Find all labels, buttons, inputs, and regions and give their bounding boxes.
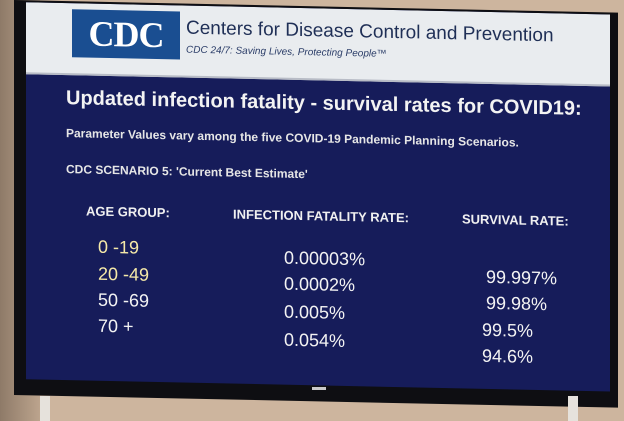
slide-content: Updated infection fatality - survival ra… — [26, 74, 610, 391]
television-frame: CDC Centers for Disease Control and Prev… — [14, 0, 618, 408]
fatality-rate-cell: 0.0002% — [284, 273, 356, 296]
slide-subtitle: Parameter Values vary among the five COV… — [66, 126, 519, 150]
cdc-logo: CDC — [72, 9, 180, 60]
survival-rate-cell: 99.5% — [482, 319, 534, 341]
cdc-header: CDC Centers for Disease Control and Prev… — [26, 2, 610, 87]
survival-rate-cell: 99.997% — [486, 266, 558, 289]
fatality-rate-header: INFECTION FATALITY RATE: — [233, 206, 409, 226]
organization-name: Centers for Disease Control and Preventi… — [186, 17, 554, 47]
age-cell: 50 -69 — [98, 289, 150, 311]
slide-title: Updated infection fatality - survival ra… — [66, 87, 582, 120]
survival-rate-cell: 94.6% — [482, 345, 534, 367]
age-cell: 20 -49 — [98, 263, 150, 285]
scenario-label: CDC SCENARIO 5: 'Current Best Estimate' — [66, 162, 308, 182]
tv-stand-right — [568, 396, 578, 421]
age-cell: 0 -19 — [98, 236, 140, 258]
fatality-rate-cell: 0.054% — [284, 329, 346, 351]
tv-screen: CDC Centers for Disease Control and Prev… — [26, 2, 610, 392]
fatality-rate-cell: 0.005% — [284, 301, 346, 323]
power-indicator — [312, 387, 326, 390]
tagline: CDC 24/7: Saving Lives, Protecting Peopl… — [186, 44, 387, 60]
age-cell: 70 + — [98, 315, 134, 337]
fatality-rate-cell: 0.00003% — [284, 247, 366, 270]
survival-rate-cell: 99.98% — [486, 292, 548, 315]
survival-rate-header: SURVIVAL RATE: — [462, 211, 569, 229]
tv-stand-left — [40, 396, 50, 421]
age-group-header: AGE GROUP: — [86, 203, 170, 221]
